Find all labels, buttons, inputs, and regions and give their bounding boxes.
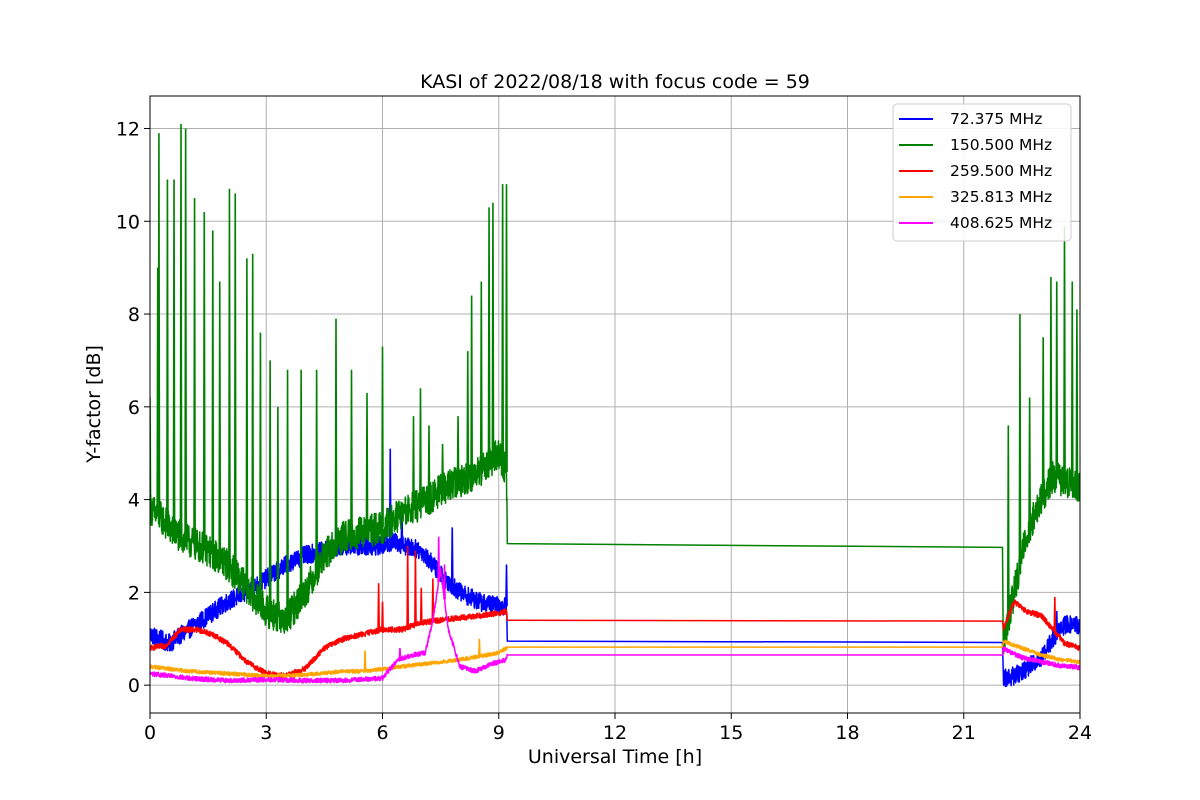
series-spike bbox=[350, 369, 353, 535]
series-line bbox=[150, 567, 1080, 684]
series-spike bbox=[211, 230, 215, 554]
y-tick-label: 10 bbox=[116, 211, 140, 233]
series-spike bbox=[251, 253, 255, 595]
y-axis-ticks: 0 2 4 6 8 10 12 bbox=[116, 118, 150, 697]
x-axis-ticks: 0 3 6 9 12 15 18 21 24 bbox=[144, 713, 1092, 744]
legend-label: 150.500 MHz bbox=[950, 136, 1052, 154]
series-line bbox=[150, 532, 1080, 688]
series-spike bbox=[450, 527, 454, 586]
series-spike bbox=[466, 351, 470, 478]
series-spike bbox=[228, 188, 231, 567]
series-spike bbox=[427, 425, 431, 499]
y-tick-label: 2 bbox=[128, 582, 140, 604]
series-spike bbox=[1075, 309, 1079, 485]
y-tick-label: 4 bbox=[128, 490, 140, 512]
legend-label: 72.375 MHz bbox=[950, 110, 1042, 128]
series-spike bbox=[268, 360, 272, 613]
legend-label: 325.813 MHz bbox=[950, 188, 1052, 206]
series-spike bbox=[501, 184, 505, 463]
chart-title: KASI of 2022/08/18 with focus code = 59 bbox=[420, 71, 810, 93]
series-group bbox=[150, 123, 1080, 688]
series-spike bbox=[1049, 276, 1053, 481]
series-spike bbox=[1055, 281, 1059, 478]
legend-label: 408.625 MHz bbox=[950, 214, 1052, 232]
series-spike bbox=[406, 545, 410, 628]
series-spike bbox=[1006, 425, 1010, 620]
series-spike bbox=[157, 133, 161, 516]
series-spike bbox=[202, 211, 206, 549]
series-spike bbox=[437, 536, 441, 582]
series-spike bbox=[245, 258, 249, 588]
x-tick-label: 24 bbox=[1068, 722, 1092, 744]
series-spike bbox=[1063, 225, 1066, 482]
legend-box bbox=[892, 103, 1072, 242]
series-line bbox=[150, 639, 1080, 679]
series-spike bbox=[233, 193, 237, 574]
series-spike bbox=[218, 281, 222, 559]
y-tick-label: 12 bbox=[116, 118, 140, 140]
series-spike bbox=[365, 392, 369, 532]
series-spike bbox=[172, 179, 176, 533]
x-tick-label: 21 bbox=[952, 722, 976, 744]
series-spike bbox=[334, 318, 338, 545]
series-spike bbox=[381, 346, 384, 528]
series-spike bbox=[1055, 610, 1059, 635]
series-spike bbox=[276, 406, 280, 617]
series-spike bbox=[477, 638, 481, 657]
series-spike bbox=[1053, 597, 1057, 632]
series-spike bbox=[505, 564, 508, 607]
series-spike bbox=[286, 369, 289, 618]
x-tick-label: 12 bbox=[603, 722, 627, 744]
series-spike bbox=[184, 128, 188, 540]
series-line bbox=[150, 599, 1080, 680]
series-spike bbox=[441, 443, 444, 490]
series-spike bbox=[470, 295, 474, 476]
series-spike bbox=[443, 564, 446, 600]
x-tick-label: 0 bbox=[144, 722, 156, 744]
series-spike bbox=[487, 207, 491, 463]
legend-label: 259.500 MHz bbox=[950, 162, 1052, 180]
series-spike bbox=[431, 578, 435, 622]
series-spike bbox=[166, 179, 169, 526]
series-spike bbox=[259, 332, 262, 604]
series-spike bbox=[1041, 337, 1045, 496]
series-spike bbox=[1070, 281, 1074, 484]
series-spike bbox=[1018, 314, 1022, 565]
y-tick-label: 8 bbox=[128, 304, 140, 326]
series-spike bbox=[419, 388, 422, 505]
series-spike bbox=[315, 369, 319, 571]
x-tick-label: 6 bbox=[376, 722, 388, 744]
series-spike bbox=[398, 648, 402, 660]
y-tick-label: 0 bbox=[128, 675, 140, 697]
series-spike bbox=[193, 198, 196, 545]
series-spike bbox=[299, 369, 303, 598]
x-tick-label: 3 bbox=[260, 722, 272, 744]
x-tick-label: 9 bbox=[493, 722, 505, 744]
series-spike bbox=[363, 650, 367, 672]
series-spike bbox=[414, 550, 417, 625]
series-spike bbox=[479, 281, 483, 470]
series-spike bbox=[419, 587, 423, 623]
y-axis-label: Y-factor [dB] bbox=[83, 345, 105, 464]
series-spike bbox=[377, 583, 381, 631]
series-spike bbox=[412, 416, 415, 508]
series-spike bbox=[381, 601, 384, 630]
series-spike bbox=[456, 416, 460, 482]
x-axis-label: Universal Time [h] bbox=[528, 746, 702, 768]
series-spike bbox=[491, 202, 495, 459]
y-tick-label: 6 bbox=[128, 397, 140, 419]
series-spike bbox=[505, 184, 508, 472]
x-tick-label: 18 bbox=[835, 722, 859, 744]
x-tick-label: 15 bbox=[719, 722, 743, 744]
legend: 72.375 MHz 150.500 MHz 259.500 MHz 325.813 … bbox=[892, 103, 1072, 242]
series-spike bbox=[179, 123, 183, 537]
series-spike bbox=[1028, 397, 1032, 528]
